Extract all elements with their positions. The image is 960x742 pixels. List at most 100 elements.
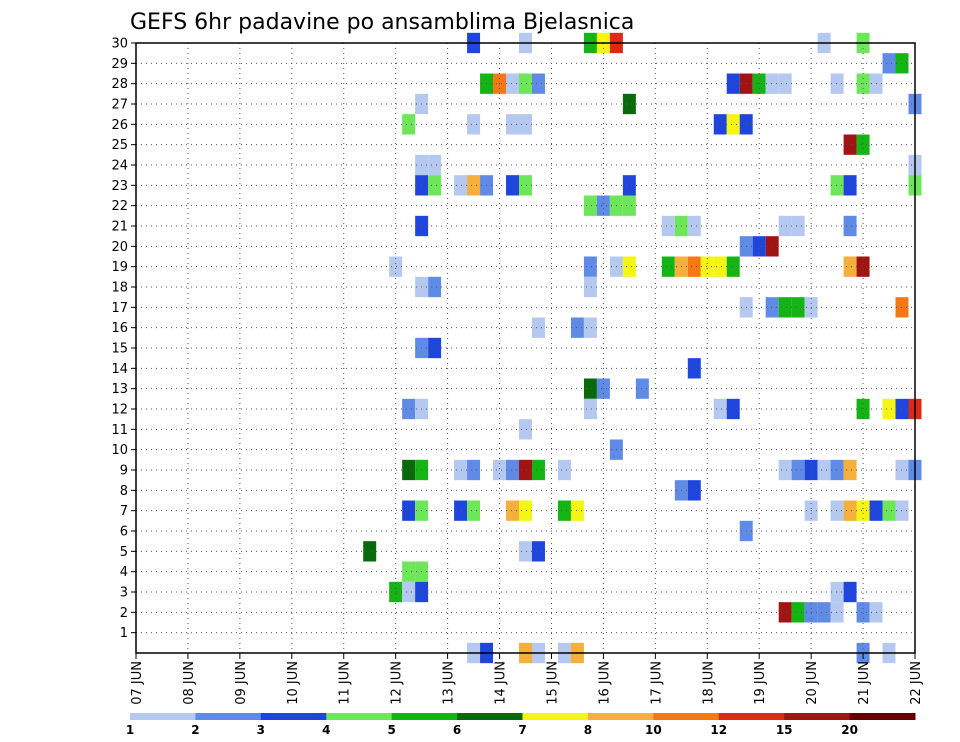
y-tick-label: 25	[111, 138, 128, 153]
precip-cell	[402, 459, 416, 481]
precip-cell	[428, 276, 442, 298]
y-tick-label: 29	[111, 57, 128, 72]
precip-cell	[583, 276, 597, 298]
precip-cell	[622, 256, 636, 277]
y-tick-label: 9	[120, 464, 128, 479]
y-tick-label: 6	[120, 525, 128, 540]
precip-cell	[830, 175, 844, 196]
precip-cell	[778, 459, 792, 481]
precip-cell	[895, 53, 909, 74]
precip-cell	[402, 561, 416, 582]
y-tick-label: 8	[120, 484, 128, 499]
x-tick-label: 11 JUN	[338, 661, 353, 705]
y-tick-label: 24	[111, 159, 128, 174]
x-tick-label: 18 JUN	[701, 661, 716, 705]
precip-cell	[428, 175, 442, 196]
precip-cell	[778, 602, 792, 623]
precip-cell	[882, 398, 896, 420]
precip-cell	[726, 73, 740, 94]
precip-cell	[519, 500, 532, 521]
y-tick-label: 16	[111, 321, 128, 336]
precip-cell	[778, 297, 792, 318]
y-tick-label: 21	[111, 220, 128, 235]
precip-cell	[765, 297, 779, 318]
legend-swatch	[326, 713, 393, 720]
precip-cell	[467, 500, 481, 521]
x-tick-label: 19 JUN	[753, 661, 768, 705]
precip-cell	[713, 114, 727, 135]
legend-swatch	[849, 713, 916, 720]
precip-cell	[830, 500, 844, 521]
precip-cell	[791, 602, 805, 623]
precip-cell	[726, 398, 740, 420]
precip-cell	[830, 602, 844, 623]
precip-cell	[765, 73, 779, 94]
precip-cell	[454, 459, 468, 481]
precip-cell	[817, 459, 831, 481]
legend-swatch	[718, 713, 785, 720]
precip-cell	[519, 419, 532, 440]
precip-cell	[583, 256, 597, 277]
precip-cell	[687, 215, 701, 237]
precip-cell	[843, 500, 857, 521]
precip-cell	[402, 398, 416, 420]
precip-cell	[506, 175, 519, 196]
precip-cell	[895, 500, 909, 521]
legend-swatch	[587, 713, 654, 720]
x-tick-label: 14 JUN	[494, 661, 509, 705]
legend-label: 12	[710, 723, 727, 737]
y-tick-label: 4	[120, 565, 128, 580]
y-tick-label: 15	[111, 342, 128, 357]
precip-cell	[531, 459, 545, 481]
precip-cell	[856, 256, 870, 277]
precip-cell	[687, 480, 701, 501]
precip-cell	[843, 256, 857, 277]
precip-cell	[843, 215, 857, 237]
legend-label: 15	[776, 723, 793, 737]
precip-cell	[661, 256, 675, 277]
precip-cell	[467, 175, 481, 196]
precip-cell	[830, 459, 844, 481]
precip-cell	[830, 73, 844, 94]
y-tick-label: 18	[111, 281, 128, 296]
precip-cell	[531, 541, 545, 562]
legend-label: 8	[584, 723, 592, 737]
legend-label: 4	[322, 723, 330, 737]
y-tick-label: 7	[120, 504, 128, 519]
precip-cell	[506, 500, 519, 521]
grid-layer	[136, 42, 915, 653]
precip-cell	[622, 195, 636, 216]
precip-cell	[583, 378, 597, 399]
precip-cell	[830, 581, 844, 603]
legend-swatch	[195, 713, 262, 720]
legend-swatch	[457, 713, 523, 720]
y-tick-label: 28	[111, 77, 128, 92]
y-tick-label: 26	[111, 118, 128, 133]
precip-cell	[843, 175, 857, 196]
y-tick-label: 20	[111, 240, 128, 255]
x-tick-label: 08 JUN	[182, 661, 197, 705]
precip-cell	[726, 114, 740, 135]
precip-cell	[454, 175, 468, 196]
precip-cell	[454, 500, 468, 521]
y-tick-label: 27	[111, 98, 128, 113]
y-tick-label: 10	[111, 443, 128, 458]
precip-cell	[531, 317, 545, 338]
precip-cell	[843, 134, 857, 155]
precip-cell	[428, 337, 442, 359]
precip-cell	[856, 602, 870, 623]
precip-cell	[700, 256, 714, 277]
precip-cell	[467, 459, 481, 481]
precip-cell	[687, 256, 701, 277]
precip-cell	[856, 134, 870, 155]
precip-cell	[557, 459, 571, 481]
y-tick-label: 19	[111, 260, 128, 275]
precip-cell	[519, 459, 532, 481]
precip-cell	[583, 398, 597, 420]
precip-cell	[428, 154, 442, 176]
precip-cell	[843, 581, 857, 603]
x-tick-label: 12 JUN	[390, 661, 405, 705]
precip-cell	[596, 195, 610, 216]
precip-cell	[506, 459, 519, 481]
